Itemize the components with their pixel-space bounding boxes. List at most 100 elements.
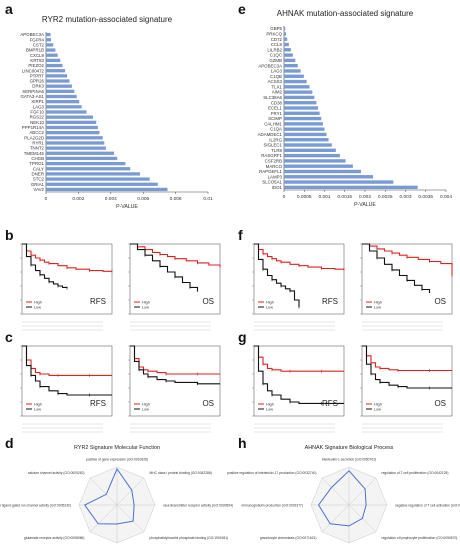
bar-DRK3 bbox=[46, 84, 72, 88]
bar-LAG3 bbox=[46, 105, 82, 109]
category-label-NEK10: NEK10 bbox=[30, 120, 44, 125]
category-label-APOBEC3A: APOBEC3A bbox=[20, 32, 44, 37]
bar-CD38 bbox=[284, 101, 317, 105]
category-label-RASGRF1: RASGRF1 bbox=[261, 153, 282, 158]
category-label-ACSS3: ACSS3 bbox=[268, 79, 283, 84]
category-label-TLX1: TLX1 bbox=[272, 84, 283, 89]
category-label-BMPR1B: BMPR1B bbox=[26, 48, 44, 53]
category-label-SCIMP: SCIMP bbox=[268, 116, 282, 121]
bar-CXCL9 bbox=[46, 53, 58, 57]
endpoint-label: OS bbox=[434, 399, 446, 408]
bar-ECEL1 bbox=[284, 106, 319, 110]
bar-RASGRF1 bbox=[284, 153, 340, 158]
panel-letter-f: f bbox=[238, 227, 243, 243]
legend-label-high: High bbox=[142, 301, 150, 305]
radar-spoke bbox=[89, 504, 118, 533]
legend-label-low: Low bbox=[374, 306, 381, 310]
bar-CST2 bbox=[46, 43, 54, 47]
bar-SLCO5A1 bbox=[284, 180, 394, 184]
bar-CSF2RB bbox=[284, 159, 346, 163]
category-label-TMEM145: TMEM145 bbox=[24, 151, 45, 156]
plot-frame bbox=[361, 345, 453, 417]
x-tick-label: 0.008 bbox=[170, 196, 182, 202]
bar-TPRG1 bbox=[46, 161, 126, 166]
survival-curve-low bbox=[362, 243, 431, 293]
bar-SCIMP bbox=[284, 116, 322, 121]
legend-label-low: Low bbox=[34, 408, 41, 412]
survival-curve-high bbox=[362, 243, 453, 276]
radar-series-outline bbox=[317, 470, 367, 527]
x-tick-label: 0.002 bbox=[359, 194, 371, 200]
plot-frame bbox=[253, 243, 345, 315]
survival-curve-low bbox=[130, 243, 199, 292]
category-label-PPP1R14A: PPP1R14A bbox=[22, 125, 44, 130]
legend-label-low: Low bbox=[266, 408, 273, 412]
category-label-SERPINA6: SERPINA6 bbox=[22, 89, 44, 94]
category-label-GZMB: GZMB bbox=[269, 58, 282, 63]
panel-letter-h: h bbox=[238, 435, 247, 451]
category-label-APOBEC3A: APOBEC3A bbox=[258, 63, 282, 68]
bar-FGF10 bbox=[46, 110, 87, 114]
legend-label-high: High bbox=[374, 403, 382, 407]
bar-CALHM1 bbox=[284, 122, 323, 126]
bar-C1QC bbox=[284, 53, 293, 57]
bar-SLC38A6 bbox=[284, 95, 315, 100]
category-label-LAG3: LAG3 bbox=[33, 104, 45, 109]
category-label-CSF2RB: CSF2RB bbox=[265, 158, 282, 163]
category-label-GPR26: GPR26 bbox=[30, 79, 45, 84]
endpoint-label: RFS bbox=[90, 297, 106, 306]
category-label-C1QA: C1QA bbox=[270, 127, 282, 132]
survival-curve-low bbox=[130, 345, 220, 385]
radar-axis-label: MHC class I protein binding (GO:0042288) bbox=[150, 471, 212, 475]
bar-PIEZO2 bbox=[46, 63, 63, 68]
x-axis-label: P-VALUE bbox=[116, 204, 138, 210]
x-tick-label: 0.003 bbox=[399, 194, 411, 200]
bar-PRKCQ bbox=[284, 32, 287, 36]
category-label-GBP5: GBP5 bbox=[270, 26, 282, 31]
legend-label-high: High bbox=[142, 403, 150, 407]
radar-axis-label: granulocyte chemotaxis (GO:0071621) bbox=[260, 536, 317, 540]
legend-label-low: Low bbox=[142, 408, 149, 412]
category-label-CALY: CALY bbox=[33, 166, 44, 171]
radar-spoke bbox=[116, 504, 145, 533]
category-label-DNER: DNER bbox=[32, 171, 44, 176]
radar-axis-label: regulation of T cell proliferation (GO:0… bbox=[382, 471, 449, 475]
endpoint-label: OS bbox=[202, 297, 214, 306]
chart-title: RYR2 mutation-associated signature bbox=[42, 15, 173, 24]
x-tick-label: 0 bbox=[45, 196, 48, 202]
radar-spoke bbox=[116, 477, 145, 506]
bar-TLR8 bbox=[284, 148, 336, 153]
x-axis-label: P-VALUE bbox=[354, 202, 376, 208]
radar-axis-label: negative regulation of T cell activation… bbox=[395, 504, 460, 508]
radar-spoke bbox=[348, 477, 377, 506]
bar-FGFR4 bbox=[46, 38, 52, 42]
radar-spoke bbox=[321, 477, 350, 506]
legend-label-high: High bbox=[266, 403, 274, 407]
bar-IL2RG bbox=[284, 138, 329, 142]
bar-chart-e: AHNAK mutation-associated signatureGBP5P… bbox=[258, 9, 453, 208]
category-label-ABCC2: ABCC2 bbox=[29, 130, 44, 135]
category-label-PRKCQ: PRKCQ bbox=[266, 32, 282, 37]
category-label-AIM2: AIM2 bbox=[272, 90, 283, 95]
category-label-CD72: CD72 bbox=[271, 37, 283, 42]
bar-KRT83 bbox=[46, 58, 61, 63]
category-label-FRY1: FRY1 bbox=[271, 111, 283, 116]
bar-LINC00472 bbox=[46, 69, 66, 73]
radar-axis-label: calcium channel activity (GO:0005262) bbox=[28, 471, 85, 475]
endpoint-label: RFS bbox=[90, 399, 106, 408]
category-label-FGFR4: FGFR4 bbox=[30, 37, 45, 42]
bar-VAV2 bbox=[46, 187, 168, 192]
category-label-CALHM1: CALHM1 bbox=[264, 121, 282, 126]
category-label-CD38: CD38 bbox=[271, 100, 283, 105]
panel-letter-b: b bbox=[5, 227, 14, 243]
bar-PTPRT bbox=[46, 74, 68, 78]
x-tick-label: 0.006 bbox=[137, 196, 149, 202]
category-label-TPRG1: TPRG1 bbox=[29, 161, 44, 166]
bar-NEK10 bbox=[46, 120, 97, 124]
category-label-CCL8: CCL8 bbox=[271, 42, 283, 47]
x-tick-label: 0 bbox=[283, 194, 286, 200]
